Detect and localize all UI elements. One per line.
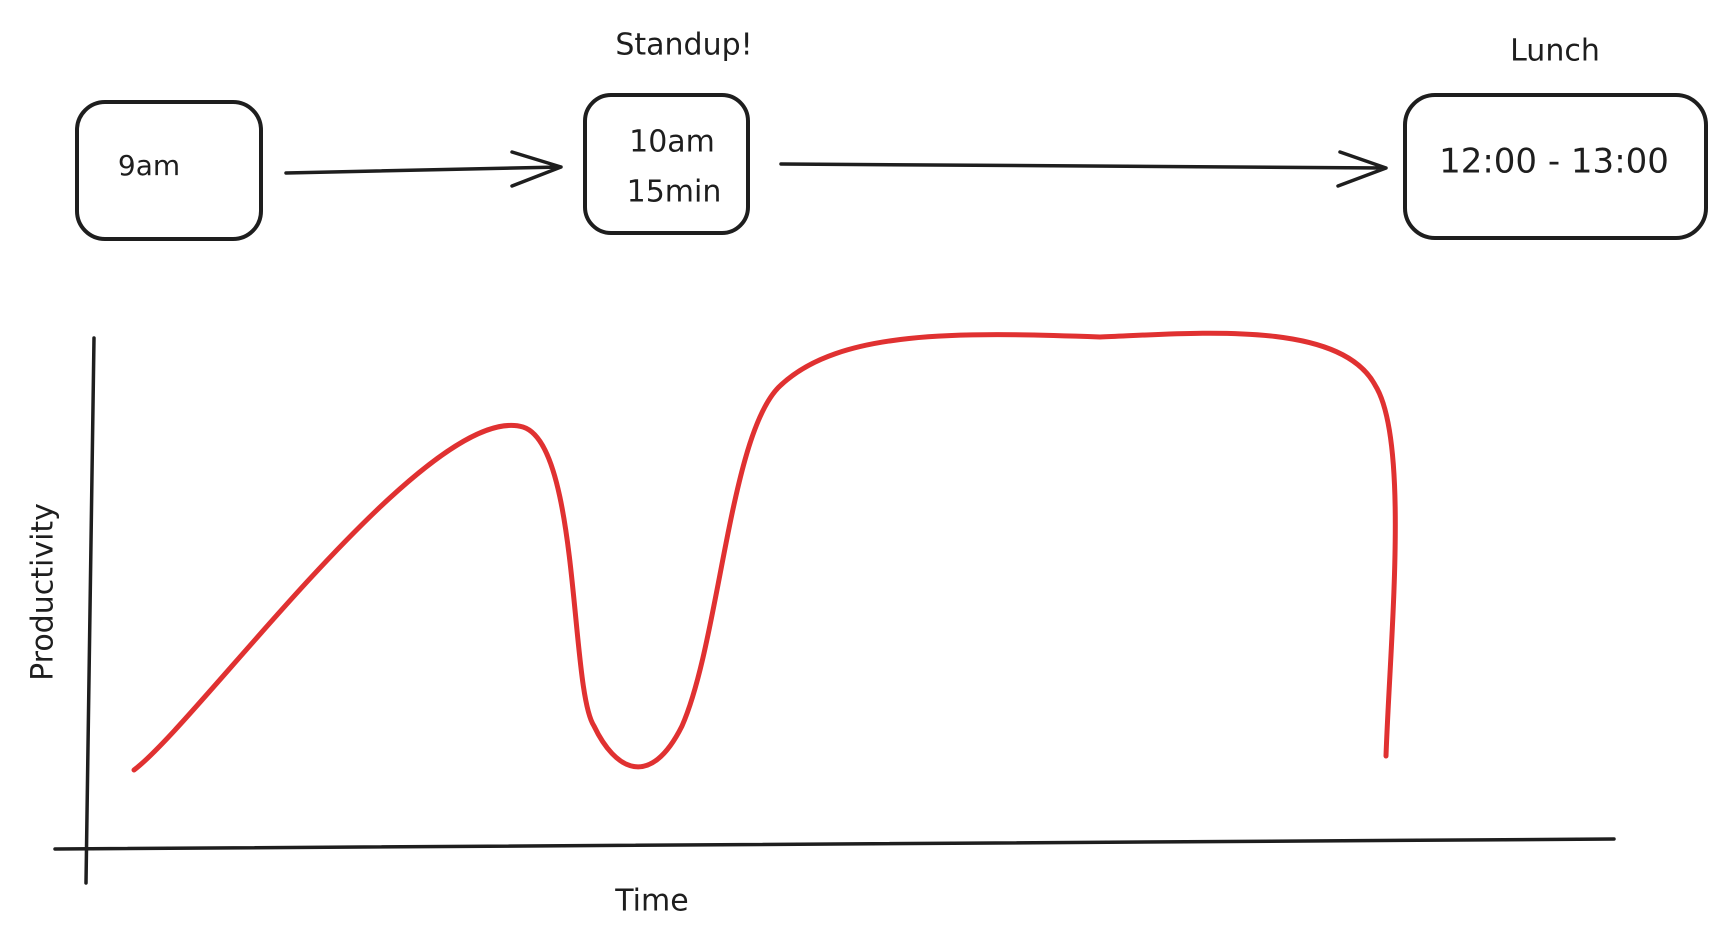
node-box [1403,93,1708,240]
arrow [779,150,1388,188]
x-axis [53,837,1616,851]
y-axis-label: Productivity [26,503,61,681]
node-box [75,100,263,241]
node-caption: Standup! [615,28,752,63]
node-caption: Lunch [1510,34,1600,69]
node-label: 10am [629,125,715,160]
x-axis-label: Time [614,884,688,919]
node-label: 9am [118,149,180,182]
node-label: 15min [627,175,722,210]
y-axis [84,336,96,885]
productivity-curve [131,330,1398,773]
arrow [284,150,563,188]
node-label: 12:00 - 13:00 [1439,142,1669,182]
node-box [583,93,750,235]
